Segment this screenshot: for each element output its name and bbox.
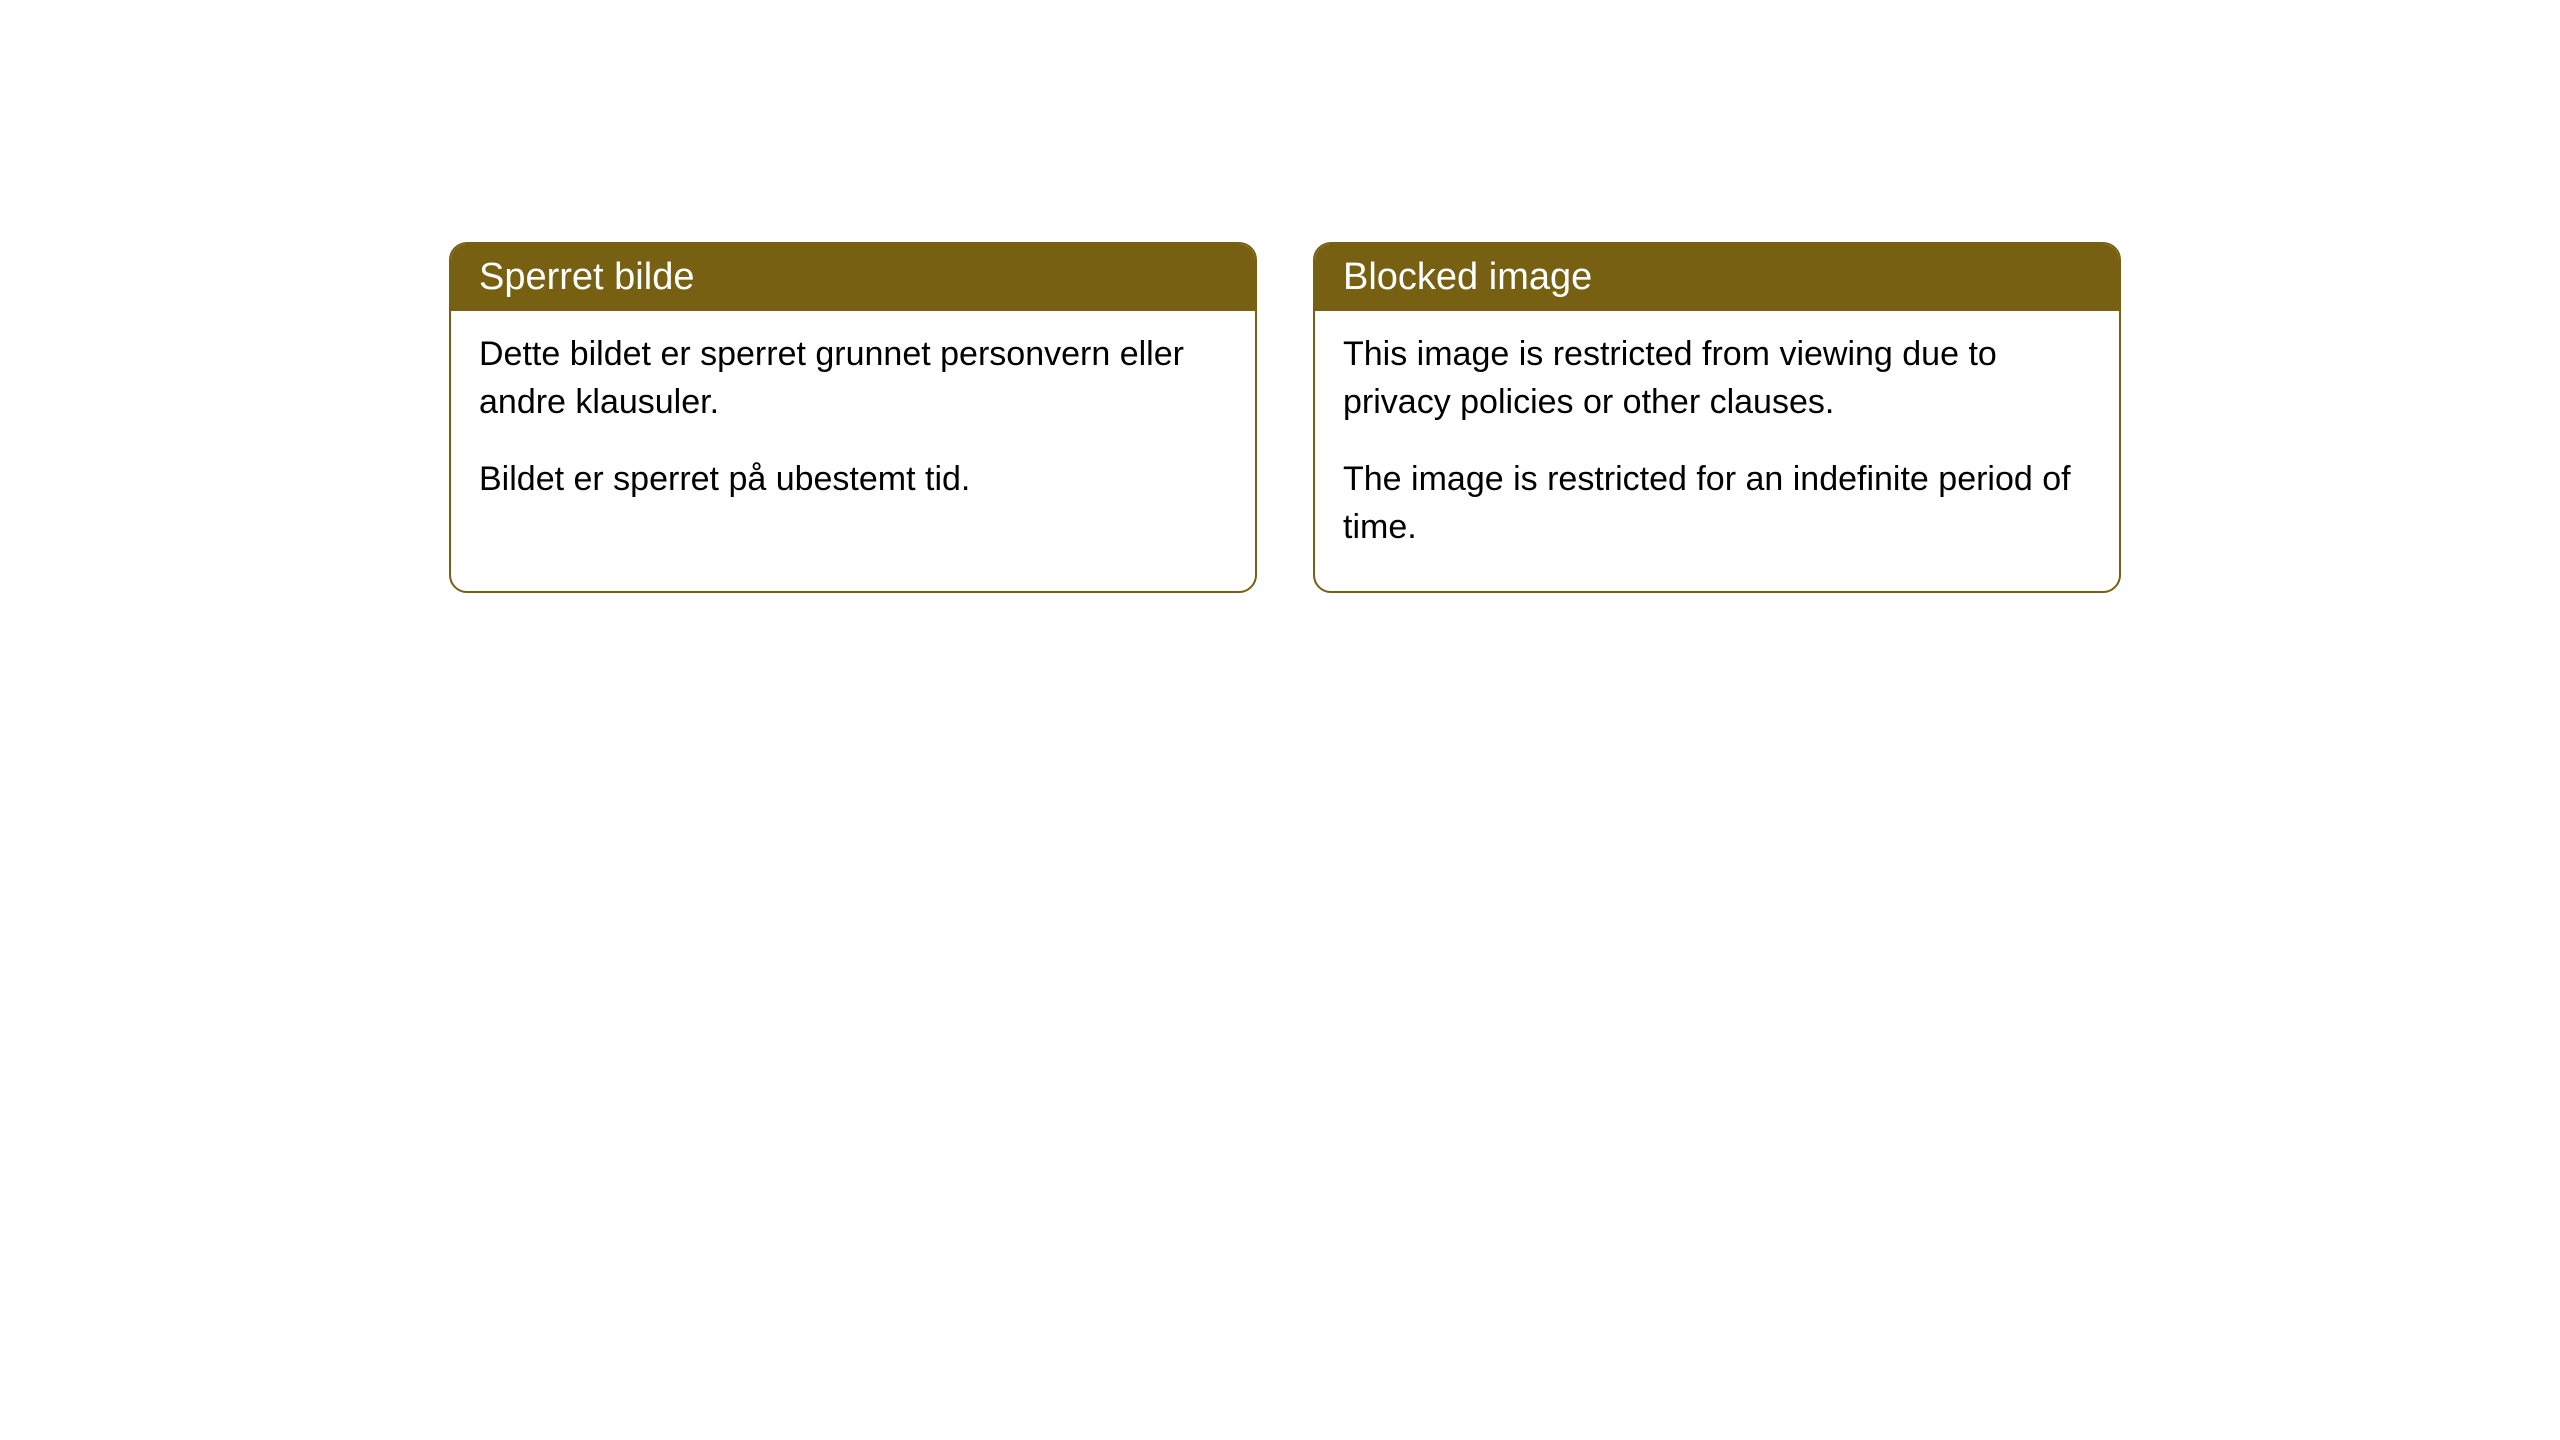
notice-card-english: Blocked image This image is restricted f… (1313, 242, 2121, 593)
card-header-english: Blocked image (1315, 244, 2119, 311)
card-body-norwegian: Dette bildet er sperret grunnet personve… (451, 311, 1255, 544)
card-paragraph-2-english: The image is restricted for an indefinit… (1343, 456, 2091, 551)
card-paragraph-1-english: This image is restricted from viewing du… (1343, 331, 2091, 426)
card-paragraph-2-norwegian: Bildet er sperret på ubestemt tid. (479, 456, 1227, 504)
card-title-norwegian: Sperret bilde (479, 256, 694, 298)
card-header-norwegian: Sperret bilde (451, 244, 1255, 311)
notice-container: Sperret bilde Dette bildet er sperret gr… (449, 242, 2121, 593)
card-title-english: Blocked image (1343, 256, 1592, 298)
card-body-english: This image is restricted from viewing du… (1315, 311, 2119, 591)
notice-card-norwegian: Sperret bilde Dette bildet er sperret gr… (449, 242, 1257, 593)
card-paragraph-1-norwegian: Dette bildet er sperret grunnet personve… (479, 331, 1227, 426)
